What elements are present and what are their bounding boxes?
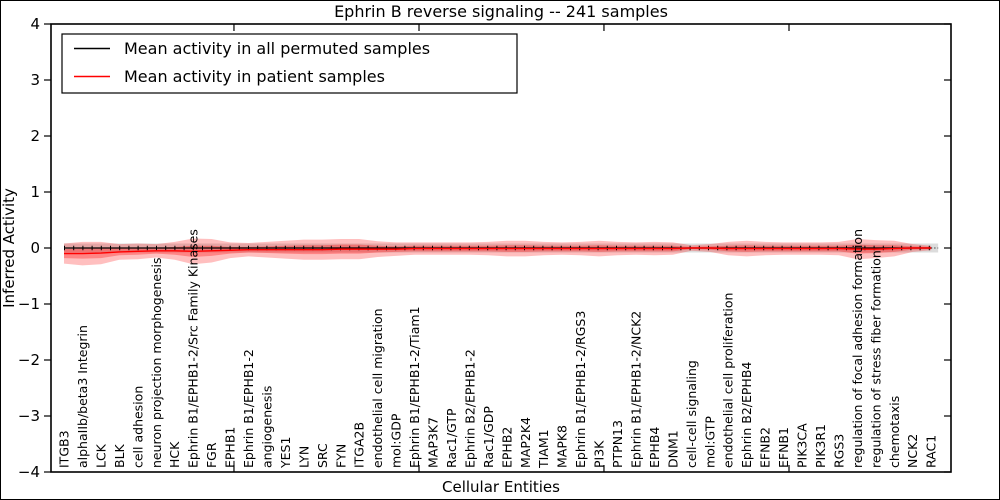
x-tick-label: PI3K — [592, 440, 607, 468]
x-tick-label: LCK — [93, 443, 108, 468]
x-tick-label: RAC1 — [924, 435, 939, 468]
y-tick-label: 0 — [30, 239, 40, 257]
x-tick-label: Ephrin B1/EPHB1-2 — [241, 349, 256, 468]
x-tick-label: EPHB1 — [223, 427, 238, 468]
x-tick-label: endothelial cell proliferation — [721, 293, 736, 468]
x-tick-label: mol:GDP — [389, 413, 404, 468]
x-tick-label: SRC — [315, 443, 330, 468]
x-tick-label: YES1 — [278, 437, 293, 469]
patient-mean-line — [64, 247, 932, 255]
chart-title: Ephrin B reverse signaling -- 241 sample… — [334, 2, 668, 21]
x-tick-label: BLK — [112, 443, 127, 468]
x-tick-label: FYN — [333, 444, 348, 468]
x-tick-label: EFNB1 — [776, 427, 791, 468]
x-tick-label: RGS3 — [831, 434, 846, 468]
x-tick-label: regulation of focal adhesion formation — [850, 229, 865, 468]
x-tick-label: regulation of stress fiber formation — [868, 250, 883, 468]
x-tick-label: FGR — [204, 442, 219, 468]
axes-spines — [50, 23, 952, 473]
x-tick-label: alphaIIb/beta3 Integrin — [75, 325, 90, 468]
x-tick-label: Ephrin B1/EPHB1-2/Tiam1 — [407, 306, 422, 468]
x-tick-label: EPHB2 — [499, 427, 514, 468]
x-tick-label: cell adhesion — [130, 386, 145, 468]
y-tick-label: 1 — [30, 183, 40, 201]
y-tick-label: −3 — [18, 407, 40, 425]
x-tick-label: MAP2K4 — [518, 417, 533, 468]
x-tick-label: DNM1 — [665, 430, 680, 468]
x-tick-label: PIK3CA — [795, 423, 810, 468]
y-tick-label: 3 — [30, 71, 40, 89]
x-tick-label: MAP3K7 — [426, 417, 441, 468]
patient-band-outer — [64, 238, 932, 266]
y-tick-label: −4 — [18, 463, 40, 481]
x-tick-label: ITGB3 — [57, 430, 72, 468]
x-tick-label: Rac1/GTP — [444, 408, 459, 468]
legend-label-permuted: Mean activity in all permuted samples — [124, 39, 430, 58]
x-tick-label: Ephrin B1/EPHB1-2/NCK2 — [628, 311, 643, 468]
legend-frame — [61, 33, 518, 94]
x-tick-label: EPHB4 — [647, 427, 662, 468]
x-tick-label: Ephrin B1/EPHB1-2/RGS3 — [573, 311, 588, 468]
x-tick-label: Ephrin B1/EPHB1-2/Src Family Kinases — [186, 229, 201, 468]
x-tick-label: TIAM1 — [536, 429, 551, 469]
x-tick-label: MAPK8 — [555, 425, 570, 468]
x-tick-label: EFNB2 — [758, 427, 773, 468]
x-tick-label: LYN — [296, 446, 311, 468]
x-tick-label: Ephrin B2/EPHB4 — [739, 362, 754, 468]
x-tick-label: chemotaxis — [887, 396, 902, 468]
plot-area: 4 3 2 1 0 −1 −2 −3 −4 ITGB3 alphaIIb/beta3 Integri… — [18, 15, 951, 481]
x-tick-label: PTPN13 — [610, 420, 625, 468]
x-tick-label: angiogenesis — [259, 386, 274, 468]
x-tick-label: cell-cell signaling — [684, 360, 699, 468]
x-tick-label: PIK3R1 — [813, 424, 828, 468]
x-tick-label: ITGA2B — [352, 422, 367, 468]
x-tick-label: HCK — [167, 441, 182, 468]
y-tick-label: −1 — [18, 295, 40, 313]
y-tick-label: −2 — [18, 351, 40, 369]
x-tick-label: NCK2 — [905, 434, 920, 468]
y-tick-label: 2 — [30, 127, 40, 145]
x-tick-label: Rac1/GDP — [481, 406, 496, 468]
x-tick-label: endothelial cell migration — [370, 308, 385, 468]
legend: Mean activity in all permuted samples Me… — [61, 33, 518, 94]
y-tick-label: 4 — [30, 15, 40, 33]
legend-label-patient: Mean activity in patient samples — [124, 67, 385, 86]
x-tick-label: mol:GTP — [702, 416, 717, 468]
x-axis-label: Cellular Entities — [442, 478, 560, 496]
x-tick-label: neuron projection morphogenesis — [149, 257, 164, 468]
y-axis-label: Inferred Activity — [1, 188, 18, 308]
x-tick-label: Ephrin B2/EPHB1-2 — [462, 349, 477, 468]
